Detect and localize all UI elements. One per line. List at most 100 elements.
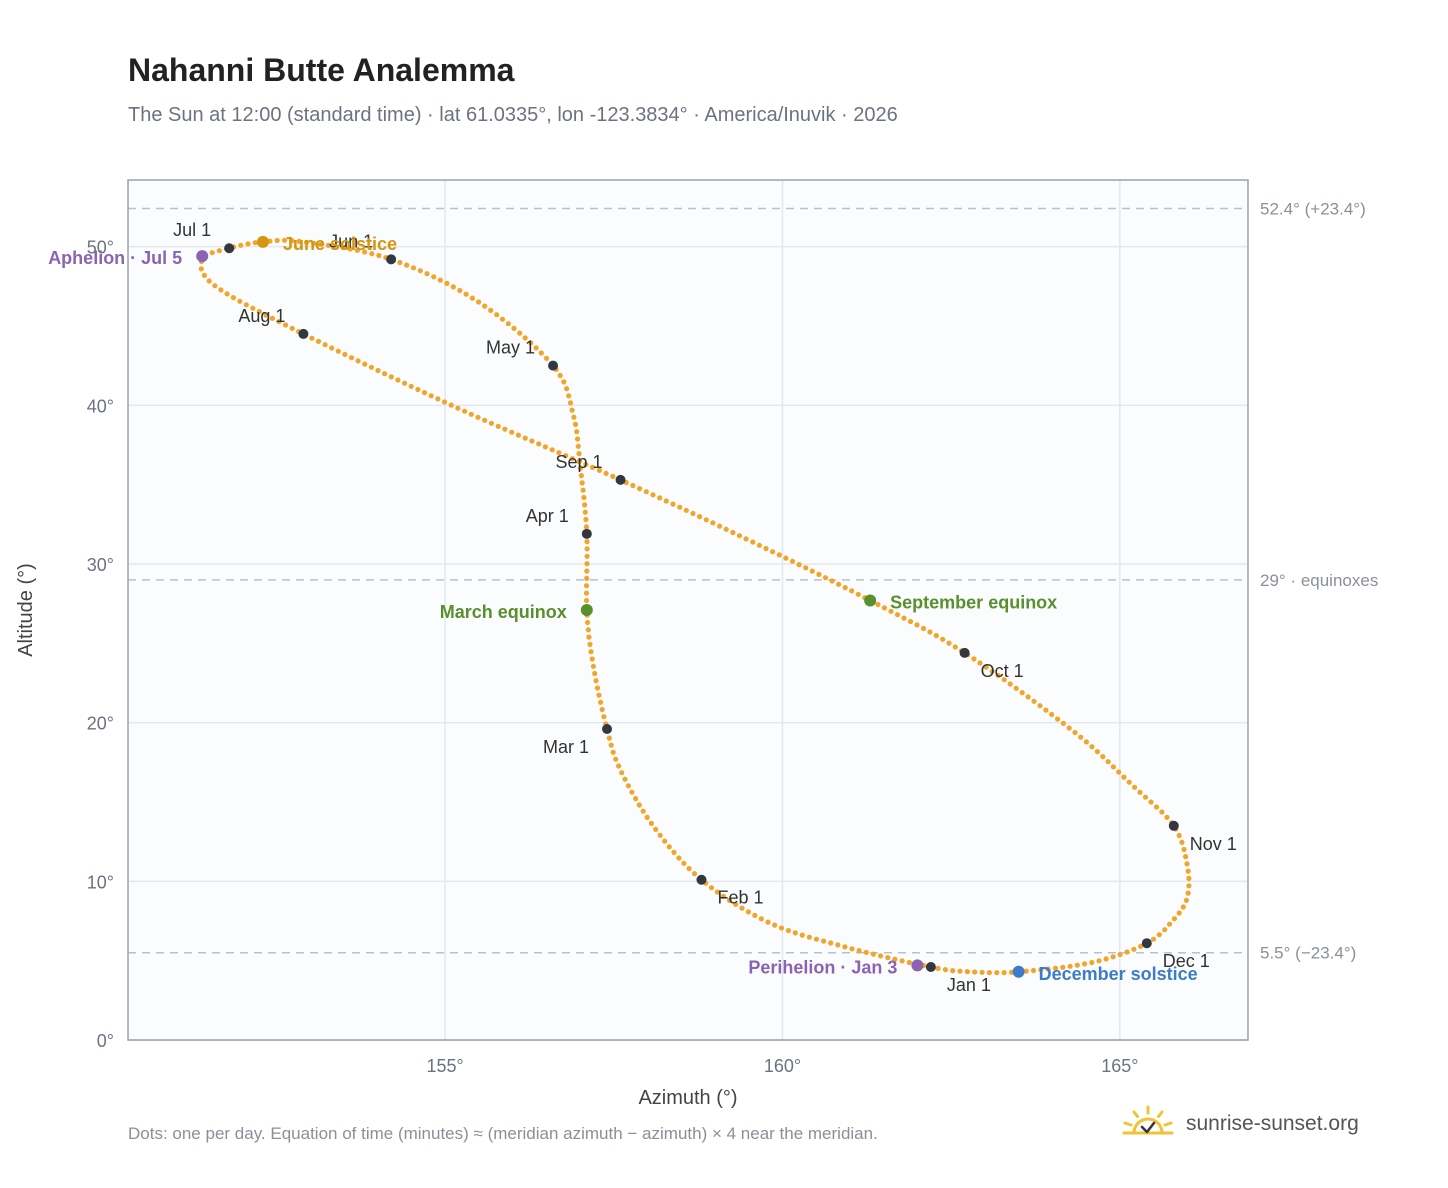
daily-sun-dot — [1060, 720, 1066, 727]
daily-sun-dot — [714, 889, 721, 895]
daily-sun-dot — [586, 634, 592, 640]
daily-sun-dot — [522, 435, 528, 441]
daily-sun-dot — [964, 969, 971, 975]
month-marker-dot — [298, 328, 309, 339]
month-marker-label: Mar 1 — [543, 737, 589, 757]
event-marker-label: June solstice — [283, 234, 397, 254]
daily-sun-dot — [1186, 883, 1192, 889]
daily-sun-dot — [986, 970, 993, 976]
daily-sun-dot — [435, 396, 441, 402]
daily-sun-dot — [842, 585, 848, 591]
daily-sun-dot — [583, 461, 589, 468]
daily-sun-dot — [1116, 769, 1122, 775]
daily-sun-dot — [1110, 954, 1116, 960]
month-marker-dot — [581, 528, 592, 539]
event-marker-dot — [911, 959, 924, 972]
daily-sun-dot — [1185, 868, 1191, 874]
daily-sun-dot — [1121, 774, 1127, 780]
brand[interactable]: sunrise-sunset.org — [1120, 1104, 1359, 1144]
daily-sun-dot — [457, 287, 463, 294]
daily-sun-dot — [653, 826, 659, 833]
daily-sun-dot — [561, 379, 567, 385]
daily-sun-dot — [256, 309, 262, 315]
daily-sun-dot — [1067, 963, 1073, 969]
daily-sun-dot — [720, 893, 727, 899]
daily-sun-dot — [583, 516, 589, 523]
daily-sun-dot — [758, 916, 764, 922]
daily-sun-dot — [1176, 910, 1182, 916]
daily-sun-dot — [581, 494, 587, 501]
y-tick-label: 50° — [87, 238, 114, 258]
daily-sun-dot — [1074, 962, 1080, 968]
daily-sun-dot — [574, 429, 580, 435]
daily-sun-dot — [745, 909, 752, 915]
daily-sun-dot — [885, 955, 891, 961]
daily-sun-dot — [1078, 734, 1084, 740]
daily-sun-dot — [348, 355, 355, 361]
daily-sun-dot — [585, 627, 591, 633]
daily-sun-dot — [1179, 839, 1185, 846]
event-marker-dot — [256, 235, 269, 248]
daily-sun-dot — [822, 575, 829, 581]
daily-sun-dot — [584, 568, 590, 574]
month-marker-label: Jan 1 — [947, 975, 991, 995]
month-marker-dot — [386, 254, 397, 265]
daily-sun-dot — [933, 633, 939, 639]
daily-sun-dot — [583, 597, 590, 604]
daily-sun-dot — [983, 664, 989, 670]
daily-sun-dot — [218, 287, 224, 293]
daily-sun-dot — [863, 949, 869, 956]
daily-sun-dot — [828, 940, 834, 946]
daily-sun-dot — [1037, 703, 1043, 709]
event-marker-label: December solstice — [1039, 964, 1198, 984]
daily-sun-dot — [488, 420, 494, 426]
daily-sun-dot — [662, 838, 668, 844]
daily-sun-dot — [1183, 897, 1189, 903]
daily-sun-dot — [813, 936, 820, 942]
daily-sun-dot — [289, 325, 295, 331]
daily-sun-dot — [582, 509, 588, 515]
daily-sun-dot — [906, 959, 912, 966]
daily-sun-dot — [582, 502, 588, 508]
daily-sun-dot — [252, 240, 258, 246]
daily-sun-dot — [362, 249, 368, 255]
daily-sun-dot — [989, 668, 995, 674]
daily-sun-dot — [578, 473, 585, 479]
month-marker-label: Jun 1 — [329, 231, 373, 251]
daily-sun-dot — [596, 692, 602, 698]
daily-sun-dot — [1103, 956, 1109, 962]
daily-sun-dot — [325, 242, 331, 248]
daily-sun-dot — [583, 524, 590, 530]
daily-sun-dot — [785, 927, 792, 934]
daily-sun-dot — [375, 367, 381, 374]
daily-sun-dot — [663, 498, 669, 504]
daily-sun-dot — [557, 372, 563, 379]
month-marker-label: Dec 1 — [1163, 951, 1210, 971]
daily-sun-dot — [543, 355, 550, 361]
event-marker-label: Perihelion · Jan 3 — [748, 957, 897, 977]
daily-sun-dot — [1094, 749, 1100, 755]
daily-sun-dot — [1142, 794, 1149, 800]
daily-sun-dot — [567, 400, 574, 406]
event-marker-label: Aphelion · Jul 5 — [48, 248, 182, 268]
daily-sun-dot — [870, 951, 877, 957]
daily-sun-dot — [920, 625, 927, 632]
month-marker-label: Apr 1 — [526, 506, 569, 526]
y-tick-label: 10° — [87, 872, 114, 892]
chart-subtitle: The Sun at 12:00 (standard time) · lat 6… — [128, 104, 898, 126]
daily-sun-dot — [1117, 951, 1123, 958]
month-marker-dot — [615, 474, 626, 485]
daily-sun-dot — [619, 770, 625, 776]
daily-sun-dot — [502, 426, 508, 432]
month-marker-dot — [959, 647, 970, 658]
reference-line-label: 52.4° (+23.4°) — [1260, 200, 1366, 219]
daily-sun-dot — [681, 860, 687, 866]
daily-sun-dot — [979, 969, 985, 975]
daily-sun-dot — [994, 970, 1000, 976]
daily-sun-dot — [587, 641, 593, 648]
daily-sun-dot — [596, 467, 603, 473]
daily-sun-dot — [670, 501, 676, 507]
daily-sun-dot — [289, 238, 295, 244]
daily-sun-dot — [881, 605, 888, 611]
daily-sun-dot — [957, 968, 963, 974]
